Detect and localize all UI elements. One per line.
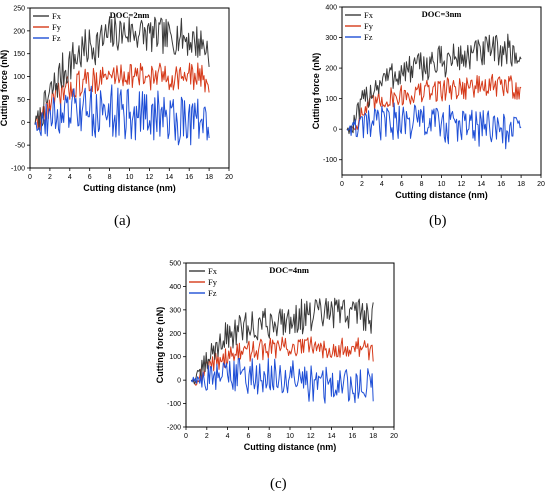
y-tick-label: 200 (13, 28, 25, 35)
y-axis-label: Cutting force (nN) (0, 50, 9, 127)
panel-label-a: (a) (114, 213, 131, 229)
x-tick-label: 10 (286, 433, 294, 440)
y-tick-label: -100 (323, 157, 337, 164)
y-tick-label: -100 (167, 401, 181, 408)
y-tick-label: 0 (177, 378, 181, 385)
legend-label-fz: Fz (52, 33, 61, 43)
y-tick-label: -100 (11, 166, 25, 173)
x-tick-label: 10 (126, 174, 134, 181)
y-tick-label: 500 (169, 261, 181, 268)
legend-label-fx: Fx (52, 11, 62, 21)
x-tick-label: 14 (477, 181, 485, 188)
x-tick-label: 2 (48, 174, 52, 181)
legend-label-fy: Fy (52, 22, 62, 32)
x-tick-label: 20 (537, 181, 545, 188)
legend-label-fx: Fx (364, 10, 374, 20)
x-tick-label: 0 (340, 181, 344, 188)
y-tick-label: 100 (13, 74, 25, 81)
panel-label-c: (c) (270, 476, 287, 492)
series-line-fx (346, 33, 522, 135)
y-tick-label: 400 (169, 284, 181, 291)
x-tick-label: 12 (458, 181, 466, 188)
x-tick-label: 18 (369, 433, 377, 440)
legend-label-fy: Fy (208, 277, 218, 287)
x-tick-label: 16 (185, 174, 193, 181)
legend-label-fz: Fz (364, 32, 373, 42)
x-tick-label: 4 (68, 174, 72, 181)
y-tick-label: 200 (169, 331, 181, 338)
y-tick-label: 250 (13, 6, 25, 13)
y-tick-label: 150 (13, 51, 25, 58)
x-tick-label: 14 (328, 433, 336, 440)
y-tick-label: 0 (21, 120, 25, 127)
series-line-fx (190, 297, 374, 385)
x-tick-label: 10 (438, 181, 446, 188)
y-tick-label: 100 (169, 354, 181, 361)
x-tick-label: 8 (267, 433, 271, 440)
x-tick-label: 4 (380, 181, 384, 188)
legend-label-fz: Fz (208, 288, 217, 298)
y-tick-label: 400 (325, 5, 337, 12)
x-tick-label: 4 (226, 433, 230, 440)
legend-label-fy: Fy (364, 21, 374, 31)
x-axis-label: Cutting distance (nm) (83, 183, 176, 193)
x-tick-label: 18 (205, 174, 213, 181)
y-tick-label: 100 (325, 96, 337, 103)
x-tick-label: 0 (28, 174, 32, 181)
x-tick-label: 18 (517, 181, 525, 188)
y-tick-label: 300 (325, 35, 337, 42)
series-line-fz (190, 357, 374, 404)
panel-label-b: (b) (429, 213, 447, 229)
x-tick-label: 2 (360, 181, 364, 188)
x-tick-label: 12 (307, 433, 315, 440)
x-tick-label: 16 (497, 181, 505, 188)
chart-panel-1: 0 2 4 6 8 10 12 14 16 18 20 -100 -50 0 50 100 150 200 250 C… (0, 6, 233, 194)
y-axis-label: Cutting force (nN) (155, 307, 165, 384)
x-tick-label: 0 (184, 433, 188, 440)
x-tick-label: 6 (88, 174, 92, 181)
y-tick-label: 300 (169, 307, 181, 314)
chart-title: DOC=4nm (269, 265, 309, 275)
x-tick-label: 2 (205, 433, 209, 440)
x-tick-label: 8 (108, 174, 112, 181)
series-line-fx (34, 16, 210, 130)
series-line-fz (346, 102, 522, 150)
chart-title: DOC=3nm (422, 9, 462, 19)
x-tick-label: 6 (246, 433, 250, 440)
series-line-fy (191, 336, 374, 386)
x-axis-label: Cutting distance (nm) (395, 190, 488, 200)
chart-panel-3: 0 2 4 6 8 10 12 14 16 18 20 -200 -100 0 100 200 300 400 50… (155, 261, 398, 453)
series-line-fy (346, 73, 522, 132)
series-line-fy (34, 62, 210, 131)
y-axis-label: Cutting force (nN) (311, 53, 321, 130)
x-tick-label: 14 (165, 174, 173, 181)
y-tick-label: 200 (325, 66, 337, 73)
x-tick-label: 12 (146, 174, 154, 181)
x-axis-label: Cutting distance (nm) (244, 442, 337, 452)
x-tick-label: 20 (390, 433, 398, 440)
x-tick-label: 20 (225, 174, 233, 181)
y-tick-label: -50 (15, 143, 25, 150)
y-tick-label: -200 (167, 425, 181, 432)
x-tick-label: 8 (420, 181, 424, 188)
x-tick-label: 6 (400, 181, 404, 188)
chart-title: DOC=2nm (110, 10, 150, 20)
legend-label-fx: Fx (208, 266, 218, 276)
y-tick-label: 0 (333, 127, 337, 134)
x-tick-label: 16 (349, 433, 357, 440)
y-tick-label: 50 (17, 97, 25, 104)
chart-panel-2: 0 2 4 6 8 10 12 14 16 18 20 -100 0 100 200 300 400 Cuttin… (311, 5, 545, 201)
series-line-fz (34, 84, 210, 146)
